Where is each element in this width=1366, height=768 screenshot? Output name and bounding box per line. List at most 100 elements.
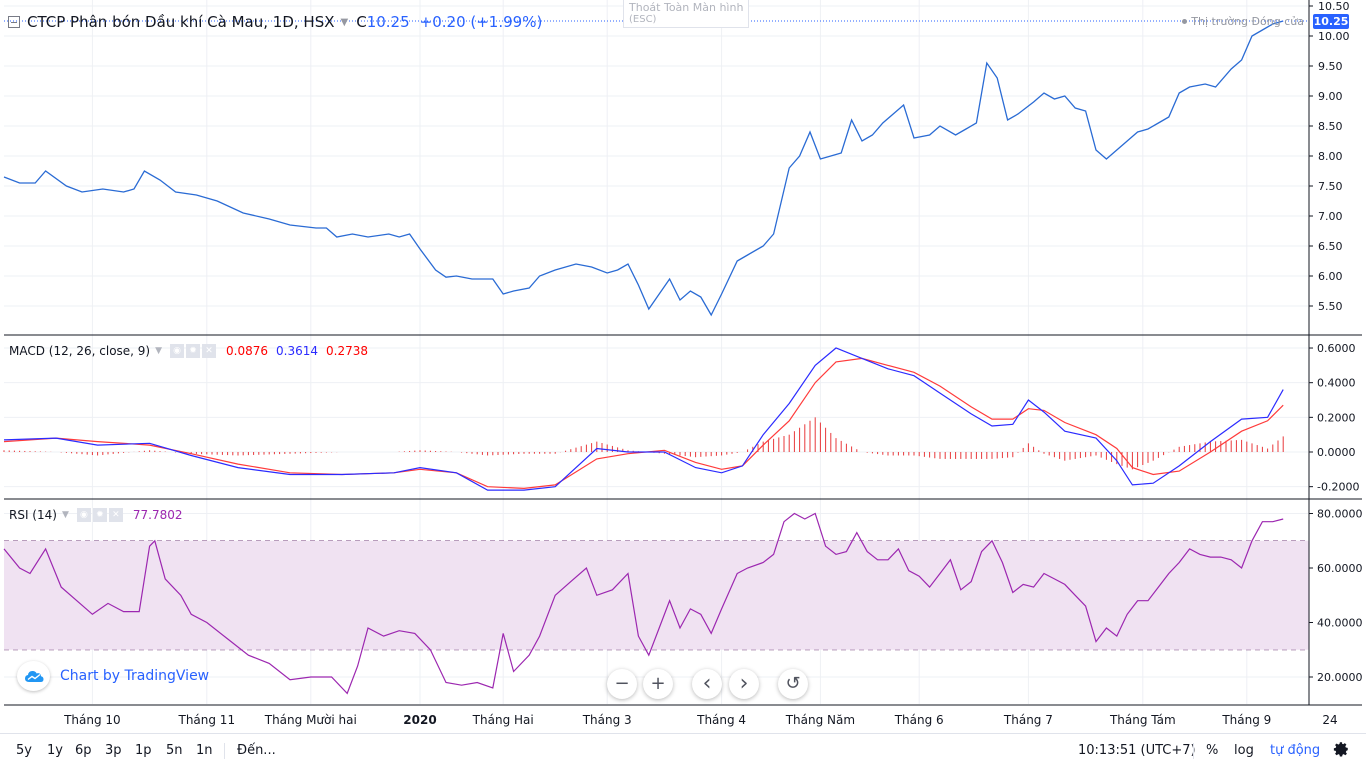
- range-3m-button[interactable]: 3p: [105, 743, 122, 758]
- time-axis-label: Tháng 11: [177, 713, 235, 727]
- rsi-axis-label: 60.0000: [1317, 562, 1363, 575]
- goto-date-button[interactable]: Đến...: [237, 743, 276, 758]
- time-axis-label: 2020: [403, 713, 436, 727]
- rsi-axis-label: 20.0000: [1317, 671, 1363, 684]
- reset-icon: ↺: [785, 673, 801, 694]
- time-axis-label: Tháng 9: [1221, 713, 1271, 727]
- exit-fullscreen-label: Thoát Toàn Màn hình: [629, 1, 744, 14]
- time-axis-label: Tháng Tám: [1109, 713, 1176, 727]
- range-5d-button[interactable]: 5n: [166, 743, 183, 758]
- gear-icon[interactable]: ✹: [186, 344, 201, 358]
- macd-value: 0.3614: [276, 344, 319, 358]
- gear-icon[interactable]: ✹: [92, 508, 107, 522]
- zoom-in-button[interactable]: +: [643, 669, 673, 699]
- time-axis-label: Tháng 7: [1003, 713, 1053, 727]
- scroll-right-button[interactable]: ›: [729, 669, 759, 699]
- time-axis-label: Tháng 10: [63, 713, 121, 727]
- eye-icon[interactable]: ◉: [76, 508, 91, 522]
- macd-axis-label: -0.2000: [1317, 481, 1359, 494]
- percent-scale-toggle[interactable]: %: [1206, 743, 1219, 758]
- auto-scale-toggle[interactable]: tự động: [1270, 743, 1321, 758]
- price-axis-label: 10.00: [1318, 30, 1350, 43]
- price-axis-label: 8.00: [1318, 150, 1343, 163]
- scroll-left-button[interactable]: ‹: [692, 669, 722, 699]
- exit-fullscreen-key: (ESC): [629, 14, 657, 25]
- macd-signal-value: 0.2738: [326, 344, 369, 358]
- tradingview-branding[interactable]: Chart by TradingView: [17, 661, 209, 691]
- axis-layer: Tháng 10 Tháng 11 Tháng Mười hai 2020 Tháng …: [63, 0, 1362, 727]
- macd-hist-value: 0.0876: [226, 344, 269, 358]
- market-status-dot-icon: [1182, 19, 1188, 24]
- close-icon[interactable]: ✕: [108, 508, 123, 522]
- market-status-label: Thị trường Đóng cửa: [1191, 15, 1304, 28]
- macd-axis-label: 0.4000: [1317, 377, 1356, 390]
- chevron-right-icon: ›: [739, 671, 749, 696]
- toolbar-divider: [224, 743, 225, 759]
- chevron-down-icon[interactable]: ▼: [61, 510, 69, 520]
- tradingview-cloud-icon: [17, 661, 50, 691]
- rsi-line: [3, 512, 1284, 695]
- log-scale-toggle[interactable]: log: [1234, 743, 1254, 758]
- rsi-title[interactable]: RSI (14): [9, 508, 57, 522]
- close-value: 10.25: [366, 13, 410, 31]
- bottom-toolbar: 5y 1y 6p 3p 1p 5n 1n Đến... 10:13:51 (UT…: [0, 733, 1366, 768]
- series-layer: [3, 20, 1284, 695]
- chart-svg: Tháng 10 Tháng 11 Tháng Mười hai 2020 Tháng …: [3, 0, 1363, 727]
- main-legend: CTCP Phân bón Dầu khí Cà Mau, 1D, HSX ▼ …: [8, 13, 542, 31]
- rsi-band: [4, 540, 1309, 650]
- macd-axis-label: 0.0000: [1317, 446, 1356, 459]
- eye-icon[interactable]: ◉: [170, 344, 185, 358]
- rsi-axis-label: 40.0000: [1317, 617, 1363, 630]
- price-axis-label: 9.00: [1318, 90, 1343, 103]
- time-axis-label: Tháng 6: [894, 713, 944, 727]
- price-line: [3, 20, 1284, 317]
- rsi-value: 77.7802: [132, 508, 183, 522]
- macd-title[interactable]: MACD (12, 26, close, 9): [9, 344, 151, 358]
- tradingview-label[interactable]: Chart by TradingView: [60, 668, 210, 684]
- close-icon[interactable]: ✕: [202, 344, 217, 358]
- price-axis-label: 6.00: [1318, 270, 1343, 283]
- plus-icon: +: [650, 673, 666, 694]
- price-axis-label: 9.50: [1318, 60, 1343, 73]
- price-axis-label: 5.50: [1318, 300, 1343, 313]
- price-axis-label: 6.50: [1318, 240, 1343, 253]
- chevron-down-icon[interactable]: ▼: [340, 16, 349, 28]
- time-axis-label: Tháng 4: [696, 713, 746, 727]
- zoom-out-button[interactable]: −: [607, 669, 637, 699]
- range-1d-button[interactable]: 1n: [196, 743, 213, 758]
- rsi-legend: RSI (14) ▼ ◉ ✹ ✕ 77.7802: [9, 508, 183, 522]
- price-axis-label: 7.00: [1318, 210, 1343, 223]
- time-axis-label: 24: [1322, 713, 1337, 727]
- symbol-title[interactable]: CTCP Phân bón Dầu khí Cà Mau, 1D, HSX: [27, 13, 335, 31]
- time-axis-label: Tháng Năm: [785, 713, 855, 727]
- chevron-left-icon: ‹: [702, 671, 712, 696]
- chevron-down-icon[interactable]: ▼: [155, 346, 163, 356]
- clock-timezone[interactable]: 10:13:51 (UTC+7): [1078, 743, 1196, 758]
- macd-axis-label: 0.6000: [1317, 342, 1356, 355]
- range-1y-button[interactable]: 1y: [47, 743, 63, 758]
- time-axis-label: Tháng Hai: [472, 713, 534, 727]
- price-axis-label: 7.50: [1318, 180, 1343, 193]
- last-price-tag: 10.25: [1313, 14, 1349, 29]
- time-axis-label: Tháng Mười hai: [264, 713, 357, 727]
- range-6m-button[interactable]: 6p: [75, 743, 92, 758]
- gear-icon[interactable]: [1332, 740, 1350, 758]
- exit-fullscreen-hint[interactable]: Thoát Toàn Màn hình (ESC): [623, 0, 749, 28]
- price-axis-label: 10.50: [1318, 0, 1350, 13]
- price-change: +0.20 (+1.99%): [419, 13, 543, 31]
- macd-axis-label: 0.2000: [1317, 411, 1356, 424]
- range-5y-button[interactable]: 5y: [16, 743, 32, 758]
- toolbar-divider: [1193, 743, 1194, 759]
- close-label: C: [356, 13, 367, 31]
- macd-legend: MACD (12, 26, close, 9) ▼ ◉ ✹ ✕ 0.0876 0…: [9, 344, 368, 358]
- reset-chart-button[interactable]: ↺: [778, 669, 808, 699]
- price-axis-label: 8.50: [1318, 120, 1343, 133]
- collapse-legend-icon[interactable]: [8, 16, 20, 28]
- market-status: Thị trường Đóng cửa: [1182, 15, 1304, 28]
- macd-line: [3, 347, 1284, 491]
- minus-icon: −: [614, 673, 630, 694]
- rsi-axis-label: 80.0000: [1317, 508, 1363, 521]
- range-1m-button[interactable]: 1p: [135, 743, 152, 758]
- time-axis-label: Tháng 3: [582, 713, 632, 727]
